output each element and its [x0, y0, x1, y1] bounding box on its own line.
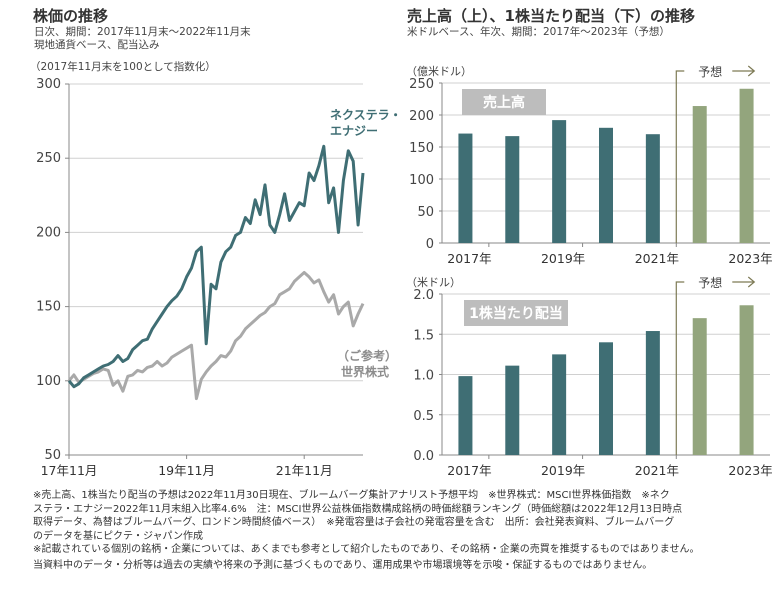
y-tick-label: 250	[36, 151, 61, 166]
y-tick-label: 250	[409, 77, 434, 92]
forecast-arrow-icon	[732, 276, 756, 288]
footnote-line: ステラ・エナジー2022年11月末組入比率4.6% 注：MSCI世界公益株価指数…	[33, 503, 683, 515]
x-tick-label: 17年11月	[41, 463, 98, 478]
x-tick-label: 2017年	[447, 463, 491, 478]
left-chart-title: 株価の推移	[33, 7, 109, 25]
world-stocks-label: （ご参考）	[337, 348, 397, 363]
disclaimer-line: 当資料中のデータ・分析等は過去の実績や将来の予測に基づくものであり、運用成果や市…	[33, 559, 653, 571]
actual-bar	[458, 376, 473, 455]
x-tick-label: 2017年	[447, 251, 491, 266]
nextera-label: ネクステラ・	[330, 108, 400, 122]
actual-bar	[645, 134, 660, 243]
forecast-bar	[739, 88, 754, 243]
actual-bar	[599, 127, 613, 243]
nextera-label: エナジー	[330, 124, 378, 138]
y-tick-label: 1.0	[413, 369, 434, 384]
footnotes: ※売上高、1株当たり配当の予想は2022年11月30日現在、ブルームバーグ集計ア…	[33, 489, 772, 572]
x-tick-label: 21年11月	[276, 463, 333, 478]
actual-bar	[458, 133, 473, 243]
y-tick-label: 150	[409, 141, 434, 156]
left-chart-subtitle-period: 日次、期間：2017年11月末～2022年11月末	[34, 26, 251, 38]
left-chart-axis-note: （2017年11月末を100として指数化）	[30, 61, 216, 73]
y-tick-label: 150	[36, 300, 61, 315]
y-tick-label: 300	[36, 77, 61, 92]
actual-bar	[552, 120, 567, 243]
y-tick-label: 0	[426, 237, 434, 252]
footnote-line: ※売上高、1株当たり配当の予想は2022年11月30日現在、ブルームバーグ集計ア…	[33, 490, 670, 501]
unit-label: （億米ドル）	[406, 65, 472, 78]
nextera-series-line	[67, 144, 365, 389]
x-tick-label: 2019年	[541, 463, 585, 478]
actual-bar	[505, 136, 520, 243]
sales-bar-chart: （億米ドル）250 200 150 100 50 0 2017年 2019年 2021年 2023…	[406, 64, 772, 266]
series-label-box	[464, 300, 568, 326]
unit-label: （米ドル）	[406, 276, 461, 289]
x-tick-label: 2023年	[728, 251, 772, 266]
forecast-label: 予想	[698, 64, 722, 79]
forecast-bar	[739, 305, 754, 455]
forecast-bar	[692, 318, 707, 455]
y-tick-label: 200	[36, 225, 61, 240]
footnote-line: ※記載されている個別の銘柄・企業については、あくまでも参考として紹介したものであ…	[33, 544, 700, 555]
world-stocks-series-line	[67, 271, 365, 401]
series-label: 売上高	[483, 94, 525, 111]
y-tick-label: 50	[417, 205, 434, 220]
x-tick-label: 2021年	[635, 251, 679, 266]
x-tick-label: 2021年	[635, 463, 679, 478]
series-label: 1株当たり配当	[469, 305, 563, 322]
forecast-label: 予想	[698, 275, 722, 290]
y-tick-label: 200	[409, 109, 434, 124]
y-tick-label: 1.5	[413, 328, 434, 343]
world-stocks-label: 世界株式	[341, 364, 389, 379]
y-tick-label: 0.0	[413, 449, 434, 464]
forecast-separator-line	[675, 70, 685, 243]
y-tick-label: 100	[409, 173, 434, 188]
forecast-arrow-icon	[732, 65, 756, 77]
y-tick-label: 2.0	[413, 288, 434, 303]
x-tick-label: 2023年	[728, 463, 772, 478]
forecast-bar	[692, 106, 707, 243]
actual-bar	[505, 365, 520, 455]
dividend-bar-chart: （米ドル）2.0 1.5 1.0 0.5 0.0 2017年 2019年 2021年 2023年…	[406, 275, 772, 478]
footnote-line: 取得データ、為替はブルームバーグ、ロンドン時間終値ベース） ※発電容量は子会社の…	[33, 517, 675, 528]
actual-bar	[552, 354, 567, 455]
x-tick-label: 19年11月	[158, 463, 215, 478]
series-label-box	[462, 89, 546, 115]
left-chart-subtitle-basis: 現地通貨ベース、配当込み	[34, 39, 160, 51]
x-tick-label: 2019年	[541, 251, 585, 266]
actual-bar	[599, 342, 613, 455]
right-chart-subtitle: 米ドルベース、年次、期間：2017年～2023年（予想）	[407, 26, 670, 38]
y-tick-label: 100	[36, 374, 61, 389]
forecast-separator-line	[675, 281, 685, 455]
y-tick-label: 50	[44, 448, 61, 463]
actual-bar	[645, 331, 660, 455]
footnote-line: のデータを基にピクテ・ジャパン作成	[33, 530, 203, 542]
right-chart-title: 売上高（上）、1株当たり配当（下）の推移	[407, 7, 695, 25]
y-tick-label: 0.5	[413, 409, 434, 424]
